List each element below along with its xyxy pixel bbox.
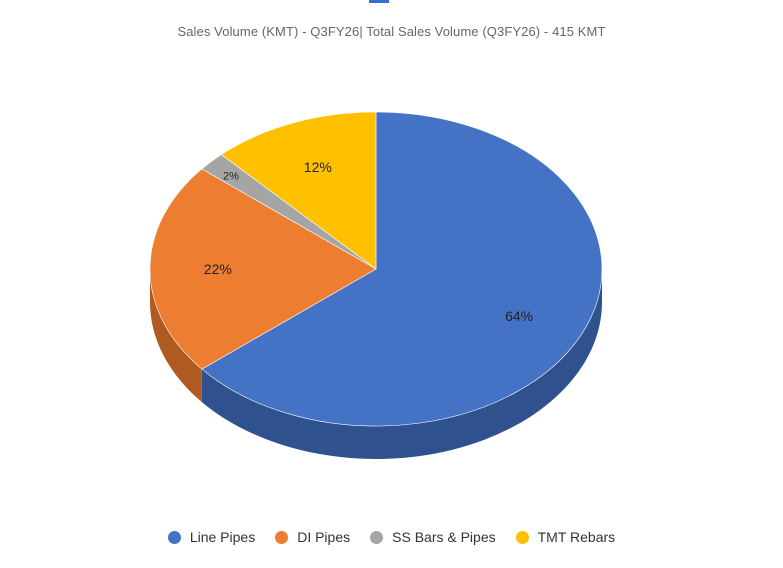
legend-label-di-pipes: DI Pipes <box>297 529 351 545</box>
pie-side-line-pipes <box>201 269 602 459</box>
legend-swatch-di-pipes <box>275 530 289 544</box>
pie-top <box>149 111 603 427</box>
legend-swatch-tmt-rebars <box>515 530 529 544</box>
pie-labels: 64% 22% 2% 12% <box>204 159 533 324</box>
legend-item-line-pipes: Line Pipes <box>167 529 256 545</box>
pie-sides <box>150 269 602 459</box>
legend-item-tmt-rebars: TMT Rebars <box>515 529 616 545</box>
legend-label-ss-bars-pipes: SS Bars & Pipes <box>392 529 496 545</box>
chart-legend: Line Pipes DI Pipes SS Bars & Pipes TMT Reb… <box>0 529 783 545</box>
pie-slice-line-pipes <box>201 111 603 427</box>
data-label-di-pipes: 22% <box>204 261 232 277</box>
pie-slice-di-pipes <box>149 168 377 370</box>
top-accent-bar <box>369 0 389 3</box>
pie-side-di-pipes <box>150 269 202 403</box>
legend-label-tmt-rebars: TMT Rebars <box>537 529 616 545</box>
chart-title: Sales Volume (KMT) - Q3FY26| Total Sales… <box>177 24 606 39</box>
data-label-ss-bars-pipes: 2% <box>223 170 239 182</box>
legend-swatch-ss-bars-pipes <box>370 530 384 544</box>
legend-item-ss-bars-pipes: SS Bars & Pipes <box>370 529 496 545</box>
legend-swatch-line-pipes <box>167 530 181 544</box>
data-label-line-pipes: 64% <box>505 308 533 324</box>
pie-slice-tmt-rebars <box>220 111 377 270</box>
data-label-tmt-rebars: 12% <box>304 159 332 175</box>
legend-item-di-pipes: DI Pipes <box>275 529 350 545</box>
legend-label-line-pipes: Line Pipes <box>189 529 256 545</box>
